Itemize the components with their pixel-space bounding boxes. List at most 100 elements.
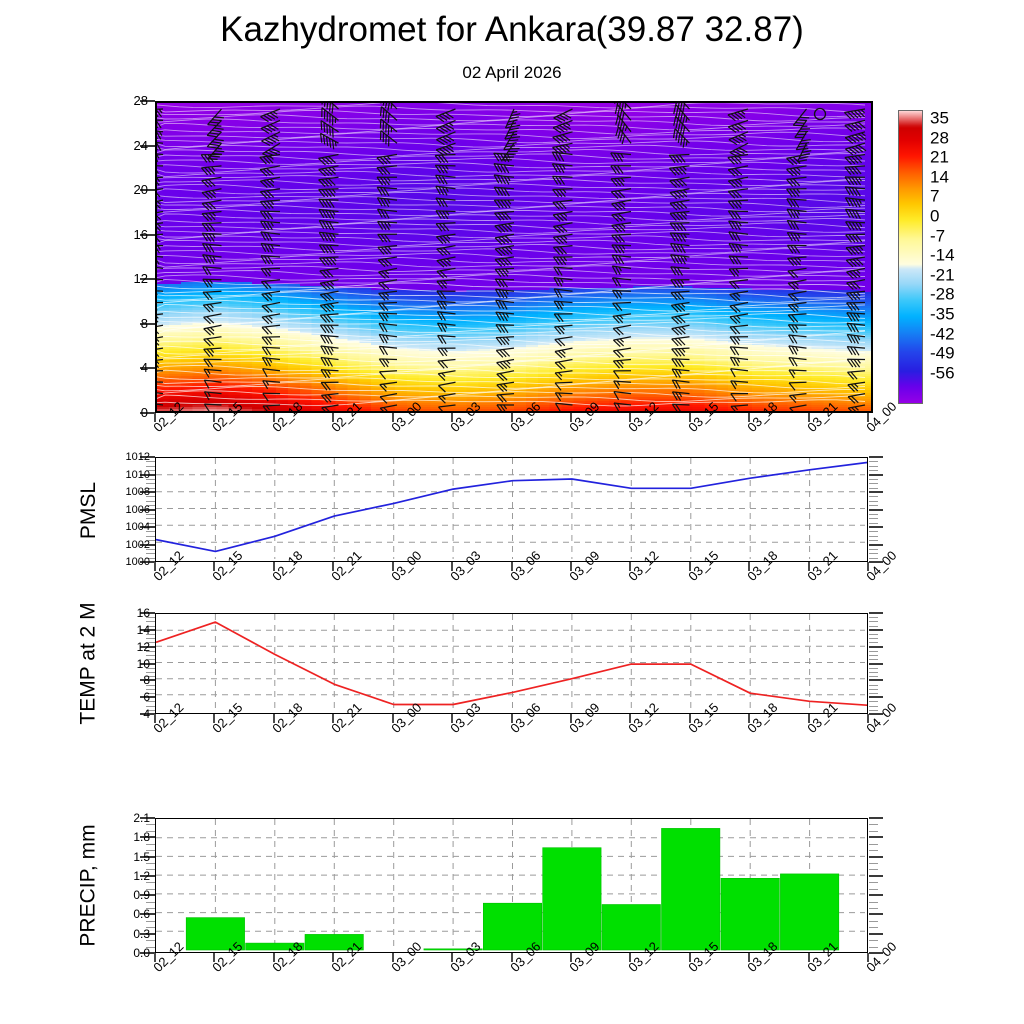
colorbar-label--21: -21 [930,266,955,283]
right-minor-tick [869,496,878,497]
right-minor-tick [869,540,878,541]
right-major-tick [869,894,883,896]
right-minor-tick [869,651,878,652]
colorbar-label--35: -35 [930,306,955,323]
pmsl-y-minor-tick [146,501,155,502]
right-minor-tick [869,672,878,673]
right-minor-tick [869,634,878,635]
right-minor-tick [869,927,878,928]
right-minor-tick [869,676,878,677]
right-minor-tick [869,940,878,941]
colorbar-label--56: -56 [930,364,955,381]
pmsl-axis-title: PMSL [78,481,99,538]
right-major-tick [869,491,883,493]
right-minor-tick [869,488,878,489]
colorbar-label-35: 35 [930,110,949,127]
right-minor-tick [869,889,878,890]
right-minor-tick [869,701,878,702]
right-minor-tick [869,869,878,870]
right-minor-tick [869,553,878,554]
page-subtitle: 02 April 2026 [0,62,1024,84]
temp-axis-title: TEMP at 2 M [78,602,99,724]
page-title: Kazhydromet for Ankara(39.87 32.87) [0,10,1024,50]
colorbar-label-0: 0 [930,208,939,225]
right-minor-tick [869,626,878,627]
right-minor-tick [869,518,878,519]
prec-y-label-2.1: 2.1 [90,812,150,824]
colorbar-label-21: 21 [930,149,949,166]
right-minor-tick [869,470,878,471]
right-minor-tick [869,549,878,550]
right-minor-tick [869,947,878,948]
colorbar-label-7: 7 [930,188,939,205]
right-minor-tick [869,523,878,524]
wind-barb-layer [157,103,871,411]
pmsl-plot [155,457,868,562]
pmsl-y-label-1012: 1012 [90,451,150,463]
right-minor-tick [869,466,878,467]
right-major-tick [869,646,883,648]
right-minor-tick [869,531,878,532]
prec-y-label-0.0: 0.0 [90,947,150,959]
precip-axis-title: PRECIP, mm [78,824,99,946]
right-minor-tick [869,479,878,480]
pmsl-y-label-1010: 1010 [90,469,150,481]
right-major-tick [869,544,883,546]
right-minor-tick [869,831,878,832]
right-minor-tick [869,693,878,694]
right-minor-tick [869,659,878,660]
right-minor-tick [869,850,878,851]
right-minor-tick [869,685,878,686]
contour-y-label-8: 8 [88,318,148,330]
temp-line-series [156,614,867,713]
right-minor-tick [869,483,878,484]
contour-y-label-0: 0 [88,407,148,419]
x-tick-label-04_00: 04_00 [864,939,899,974]
colorbar-gradient [899,111,922,403]
right-major-tick [869,817,883,819]
right-major-tick [869,913,883,915]
right-major-tick [869,663,883,665]
right-minor-tick [869,824,878,825]
colorbar-label-28: 28 [930,129,949,146]
right-major-tick [869,875,883,877]
right-major-tick [869,836,883,838]
pmsl-y-label-1002: 1002 [90,539,150,551]
right-major-tick [869,629,883,631]
right-minor-tick [869,668,878,669]
right-minor-tick [869,689,878,690]
pmsl-y-minor-tick [146,466,155,467]
precip-plot [155,818,868,953]
meteogram-page: Kazhydromet for Ankara(39.87 32.87) 02 A… [0,0,1024,1024]
colorbar-label--49: -49 [930,345,955,362]
right-minor-tick [869,617,878,618]
right-minor-tick [869,461,878,462]
contour-y-label-4: 4 [88,362,148,374]
colorbar-label--42: -42 [930,325,955,342]
right-major-tick [869,612,883,614]
right-minor-tick [869,706,878,707]
contour-y-label-24: 24 [88,140,148,152]
right-major-tick [869,933,883,935]
right-major-tick [869,696,883,698]
right-major-tick [869,526,883,528]
colorbar-label--14: -14 [930,247,955,264]
colorbar-label--28: -28 [930,286,955,303]
right-major-tick [869,456,883,458]
temperature-colorbar [898,110,923,404]
right-minor-tick [869,505,878,506]
precip-bar-series [156,819,867,952]
right-minor-tick [869,501,878,502]
right-minor-tick [869,908,878,909]
contour-y-label-20: 20 [88,184,148,196]
pmsl-y-minor-tick [146,536,155,537]
right-major-tick [869,474,883,476]
right-minor-tick [869,642,878,643]
pmsl-y-minor-tick [146,553,155,554]
colorbar-label-14: 14 [930,168,949,185]
right-minor-tick [869,655,878,656]
right-minor-tick [869,882,878,883]
right-major-tick [869,856,883,858]
pmsl-y-minor-tick [146,518,155,519]
contour-y-label-16: 16 [88,229,148,241]
